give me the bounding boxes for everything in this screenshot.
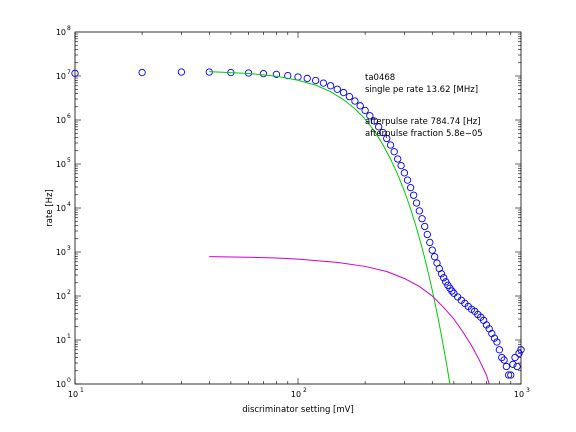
y-tick-label: 10 (56, 248, 66, 257)
data-point (418, 215, 426, 223)
data-point (421, 222, 429, 231)
data-point (502, 362, 511, 371)
data-point (177, 68, 186, 76)
annotation-afterpulse-fraction: afterpulse fraction 5.8e−05 (365, 129, 483, 139)
data-point (513, 362, 521, 371)
data-point (493, 338, 501, 346)
x-tick-label-exponent: 2 (303, 387, 307, 394)
y-tick-label-exponent: 4 (67, 201, 71, 208)
x-tick-label: 10 (68, 390, 78, 399)
data-point (428, 246, 436, 254)
data-point (333, 85, 341, 93)
data-point (495, 346, 504, 354)
data-point (319, 79, 328, 87)
series-layer (71, 68, 525, 385)
data-point (423, 230, 431, 239)
y-tick-label-exponent: 8 (67, 25, 71, 32)
y-tick-label: 10 (56, 292, 66, 301)
y-tick-label: 10 (56, 204, 66, 213)
data-point (415, 207, 423, 215)
data-point (397, 161, 405, 170)
data-point (500, 356, 508, 364)
y-tick-label-exponent: 6 (67, 113, 71, 120)
y-tick-label-exponent: 0 (67, 377, 71, 384)
data-point (511, 353, 519, 362)
annotation-tube-id: ta0468 (365, 73, 395, 83)
data-point (312, 76, 320, 85)
data-point (351, 97, 359, 105)
data-point (412, 199, 421, 207)
data-point (400, 169, 409, 177)
series-line-2 (209, 256, 490, 385)
data-point (442, 278, 450, 286)
data-point (430, 253, 439, 261)
data-point (339, 88, 348, 97)
data-point (361, 106, 369, 115)
data-point (366, 112, 374, 120)
data-point (375, 123, 383, 131)
data-point (437, 270, 446, 278)
ticks-layer: 10 1 10 2 10 310 010 110 210 310 410 510 610 710 8 (56, 25, 530, 399)
data-point (403, 176, 412, 184)
y-tick-label-exponent: 7 (67, 69, 71, 76)
data-point (409, 191, 418, 199)
data-point (370, 117, 379, 125)
data-point (379, 128, 387, 137)
annotation-single-pe-rate: single pe rate 13.62 [MHz] (365, 85, 478, 95)
data-point (138, 68, 146, 77)
data-point (490, 334, 499, 342)
data-point (383, 134, 391, 143)
data-point (386, 141, 395, 149)
data-point (504, 371, 513, 379)
y-tick-label-exponent: 5 (67, 157, 71, 164)
data-point (440, 274, 448, 282)
plot-frame (74, 31, 522, 385)
y-tick-label-exponent: 2 (67, 289, 71, 296)
data-point (507, 371, 515, 379)
y-tick-label-exponent: 3 (67, 245, 71, 252)
annotation-afterpulse-rate: afterpulse rate 784.74 [Hz] (365, 117, 481, 127)
x-tick-label-exponent: 1 (80, 387, 84, 394)
data-point (71, 69, 79, 77)
y-axis-label: rate [Hz] (45, 189, 55, 226)
data-point (390, 148, 398, 156)
data-point (345, 92, 354, 101)
x-axis-label: discriminator setting [mV] (242, 405, 354, 415)
data-point (515, 349, 523, 357)
y-tick-label: 10 (56, 160, 66, 169)
data-point (356, 102, 364, 110)
data-point (498, 353, 506, 362)
data-point (259, 70, 268, 78)
data-point (394, 155, 402, 163)
data-point (509, 360, 517, 368)
data-point (450, 289, 458, 297)
x-tick-label-exponent: 3 (526, 387, 530, 394)
data-point (406, 183, 415, 192)
data-point (326, 82, 335, 90)
y-tick-label: 10 (56, 116, 66, 125)
data-point (426, 238, 434, 247)
data-point (517, 346, 525, 354)
y-tick-label: 10 (56, 72, 66, 81)
x-tick-label: 10 (291, 390, 301, 399)
y-tick-label: 10 (56, 336, 66, 345)
y-tick-label: 10 (56, 380, 66, 389)
y-tick-label-exponent: 1 (67, 333, 71, 340)
data-point (272, 70, 281, 79)
y-tick-label: 10 (56, 28, 66, 37)
data-point (303, 74, 311, 83)
data-point (448, 287, 456, 295)
x-tick-label: 10 (514, 390, 524, 399)
